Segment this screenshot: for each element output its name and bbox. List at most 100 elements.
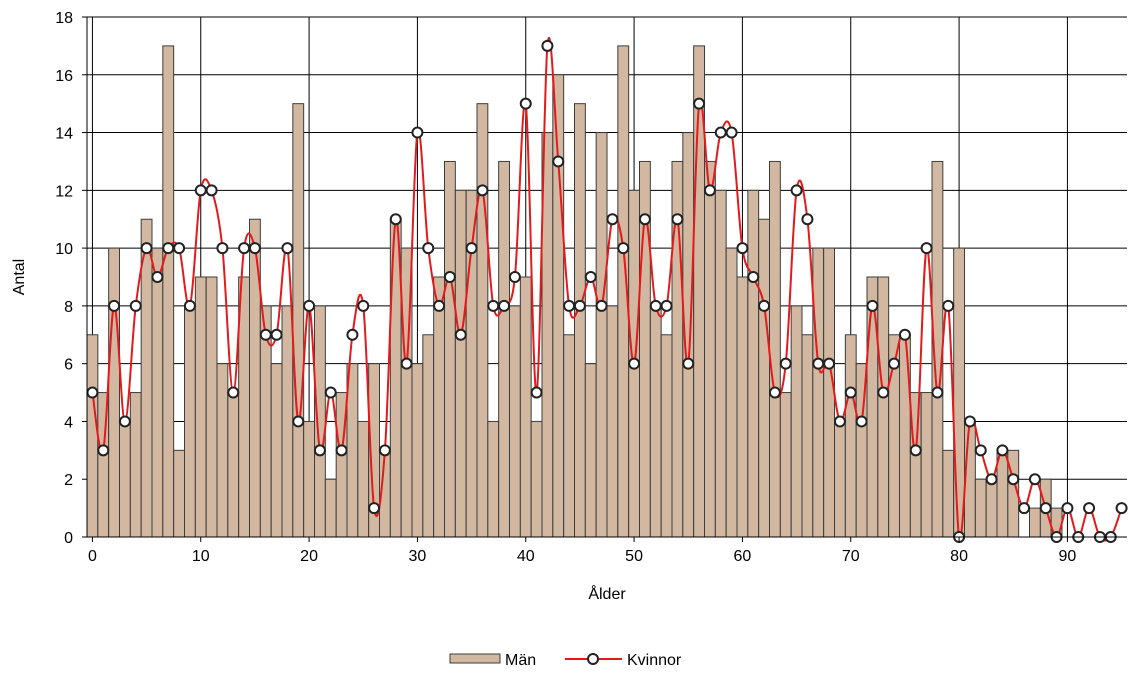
x-tick-label: 30 (409, 548, 427, 565)
kvinnor-point (801, 213, 814, 226)
kvinnor-point (844, 386, 857, 399)
kvinnor-point (86, 386, 99, 399)
kvinnor-point (703, 184, 716, 197)
bar (476, 103, 489, 538)
kvinnor-point (833, 415, 846, 428)
bar (736, 276, 749, 538)
bar (834, 420, 846, 538)
kvinnor-point (649, 299, 662, 312)
y-tick-label: 16 (55, 68, 73, 85)
kvinnor-point (660, 299, 673, 312)
bar (411, 363, 424, 538)
bar (129, 392, 142, 538)
bar (823, 247, 836, 538)
bar (758, 218, 771, 538)
kvinnor-point (552, 155, 565, 168)
kvinnor-point (140, 242, 153, 255)
kvinnor-point (227, 386, 240, 399)
y-tick-label: 18 (55, 10, 73, 27)
kvinnor-point (508, 271, 521, 283)
kvinnor-point (996, 444, 1009, 457)
kvinnor-point (476, 184, 489, 197)
kvinnor-point (898, 328, 911, 341)
kvinnor-point (920, 242, 933, 255)
bar (509, 305, 521, 538)
kvinnor-point (400, 357, 413, 370)
bar (162, 45, 175, 538)
bar (866, 276, 879, 538)
kvinnor-point (693, 97, 706, 110)
bar (725, 247, 738, 538)
kvinnor-point (617, 242, 630, 255)
kvinnor-point (97, 444, 110, 457)
bar (574, 103, 586, 538)
kvinnor-point (963, 415, 976, 428)
y-axis-label: Antal (11, 259, 28, 295)
bar (920, 392, 933, 538)
kvinnor-point (974, 444, 987, 457)
x-tick-label: 70 (842, 548, 860, 565)
kvinnor-point (183, 299, 196, 312)
y-tick-label: 0 (64, 530, 73, 547)
kvinnor-point (584, 271, 597, 283)
kvinnor-point (129, 299, 142, 312)
bar (953, 247, 966, 538)
bar (487, 420, 500, 538)
kvinnor-point (1039, 502, 1052, 515)
kvinnor-point (324, 386, 337, 399)
x-tick-label: 60 (734, 548, 752, 565)
kvinnor-point (1018, 502, 1031, 515)
kvinnor-point (671, 213, 684, 226)
bar (606, 305, 619, 538)
kvinnor-point (487, 299, 500, 312)
bar (812, 247, 825, 538)
bar (184, 305, 196, 538)
kvinnor-point (563, 299, 576, 312)
kvinnor-point (519, 97, 532, 110)
bar (292, 103, 305, 538)
kvinnor-point (758, 299, 771, 312)
kvinnor-point (714, 126, 727, 139)
kvinnor-point (162, 242, 175, 255)
kvinnor-point (1083, 502, 1096, 515)
bar (942, 449, 955, 538)
bar (216, 363, 229, 538)
bar (563, 334, 576, 538)
x-axis-label: Ålder (588, 584, 626, 603)
bar (595, 132, 608, 538)
kvinnor-point (985, 473, 998, 486)
y-tick-label: 12 (55, 183, 73, 200)
axes (82, 16, 1127, 542)
bar (801, 334, 814, 538)
kvinnor-point (498, 299, 511, 312)
bar (140, 218, 153, 538)
bar (877, 276, 890, 538)
bar (270, 363, 283, 538)
kvinnor-point (216, 242, 229, 255)
kvinnor-point (768, 386, 781, 399)
bar (704, 160, 716, 538)
bar (454, 189, 467, 538)
kvinnor-point (292, 415, 305, 428)
y-tick-label: 2 (64, 472, 73, 489)
kvinnor-point (942, 299, 955, 312)
kvinnor-point (595, 299, 608, 312)
kvinnor-point (682, 357, 695, 370)
kvinnor-point (259, 328, 272, 341)
bar (444, 160, 456, 538)
kvinnor-point (454, 328, 467, 341)
bar (974, 478, 987, 538)
kvinnor-point (638, 213, 651, 226)
kvinnor-point (173, 242, 186, 255)
kvinnor-point (541, 39, 554, 52)
x-tick-label: 50 (625, 548, 643, 565)
bar (346, 363, 359, 538)
kvinnor-point (779, 357, 792, 370)
bar (324, 478, 337, 538)
x-tick-label: 0 (88, 548, 97, 565)
kvinnor-point (335, 444, 348, 457)
kvinnor-point (270, 328, 283, 341)
kvinnor-point (281, 242, 294, 255)
kvinnor-point (465, 242, 478, 255)
